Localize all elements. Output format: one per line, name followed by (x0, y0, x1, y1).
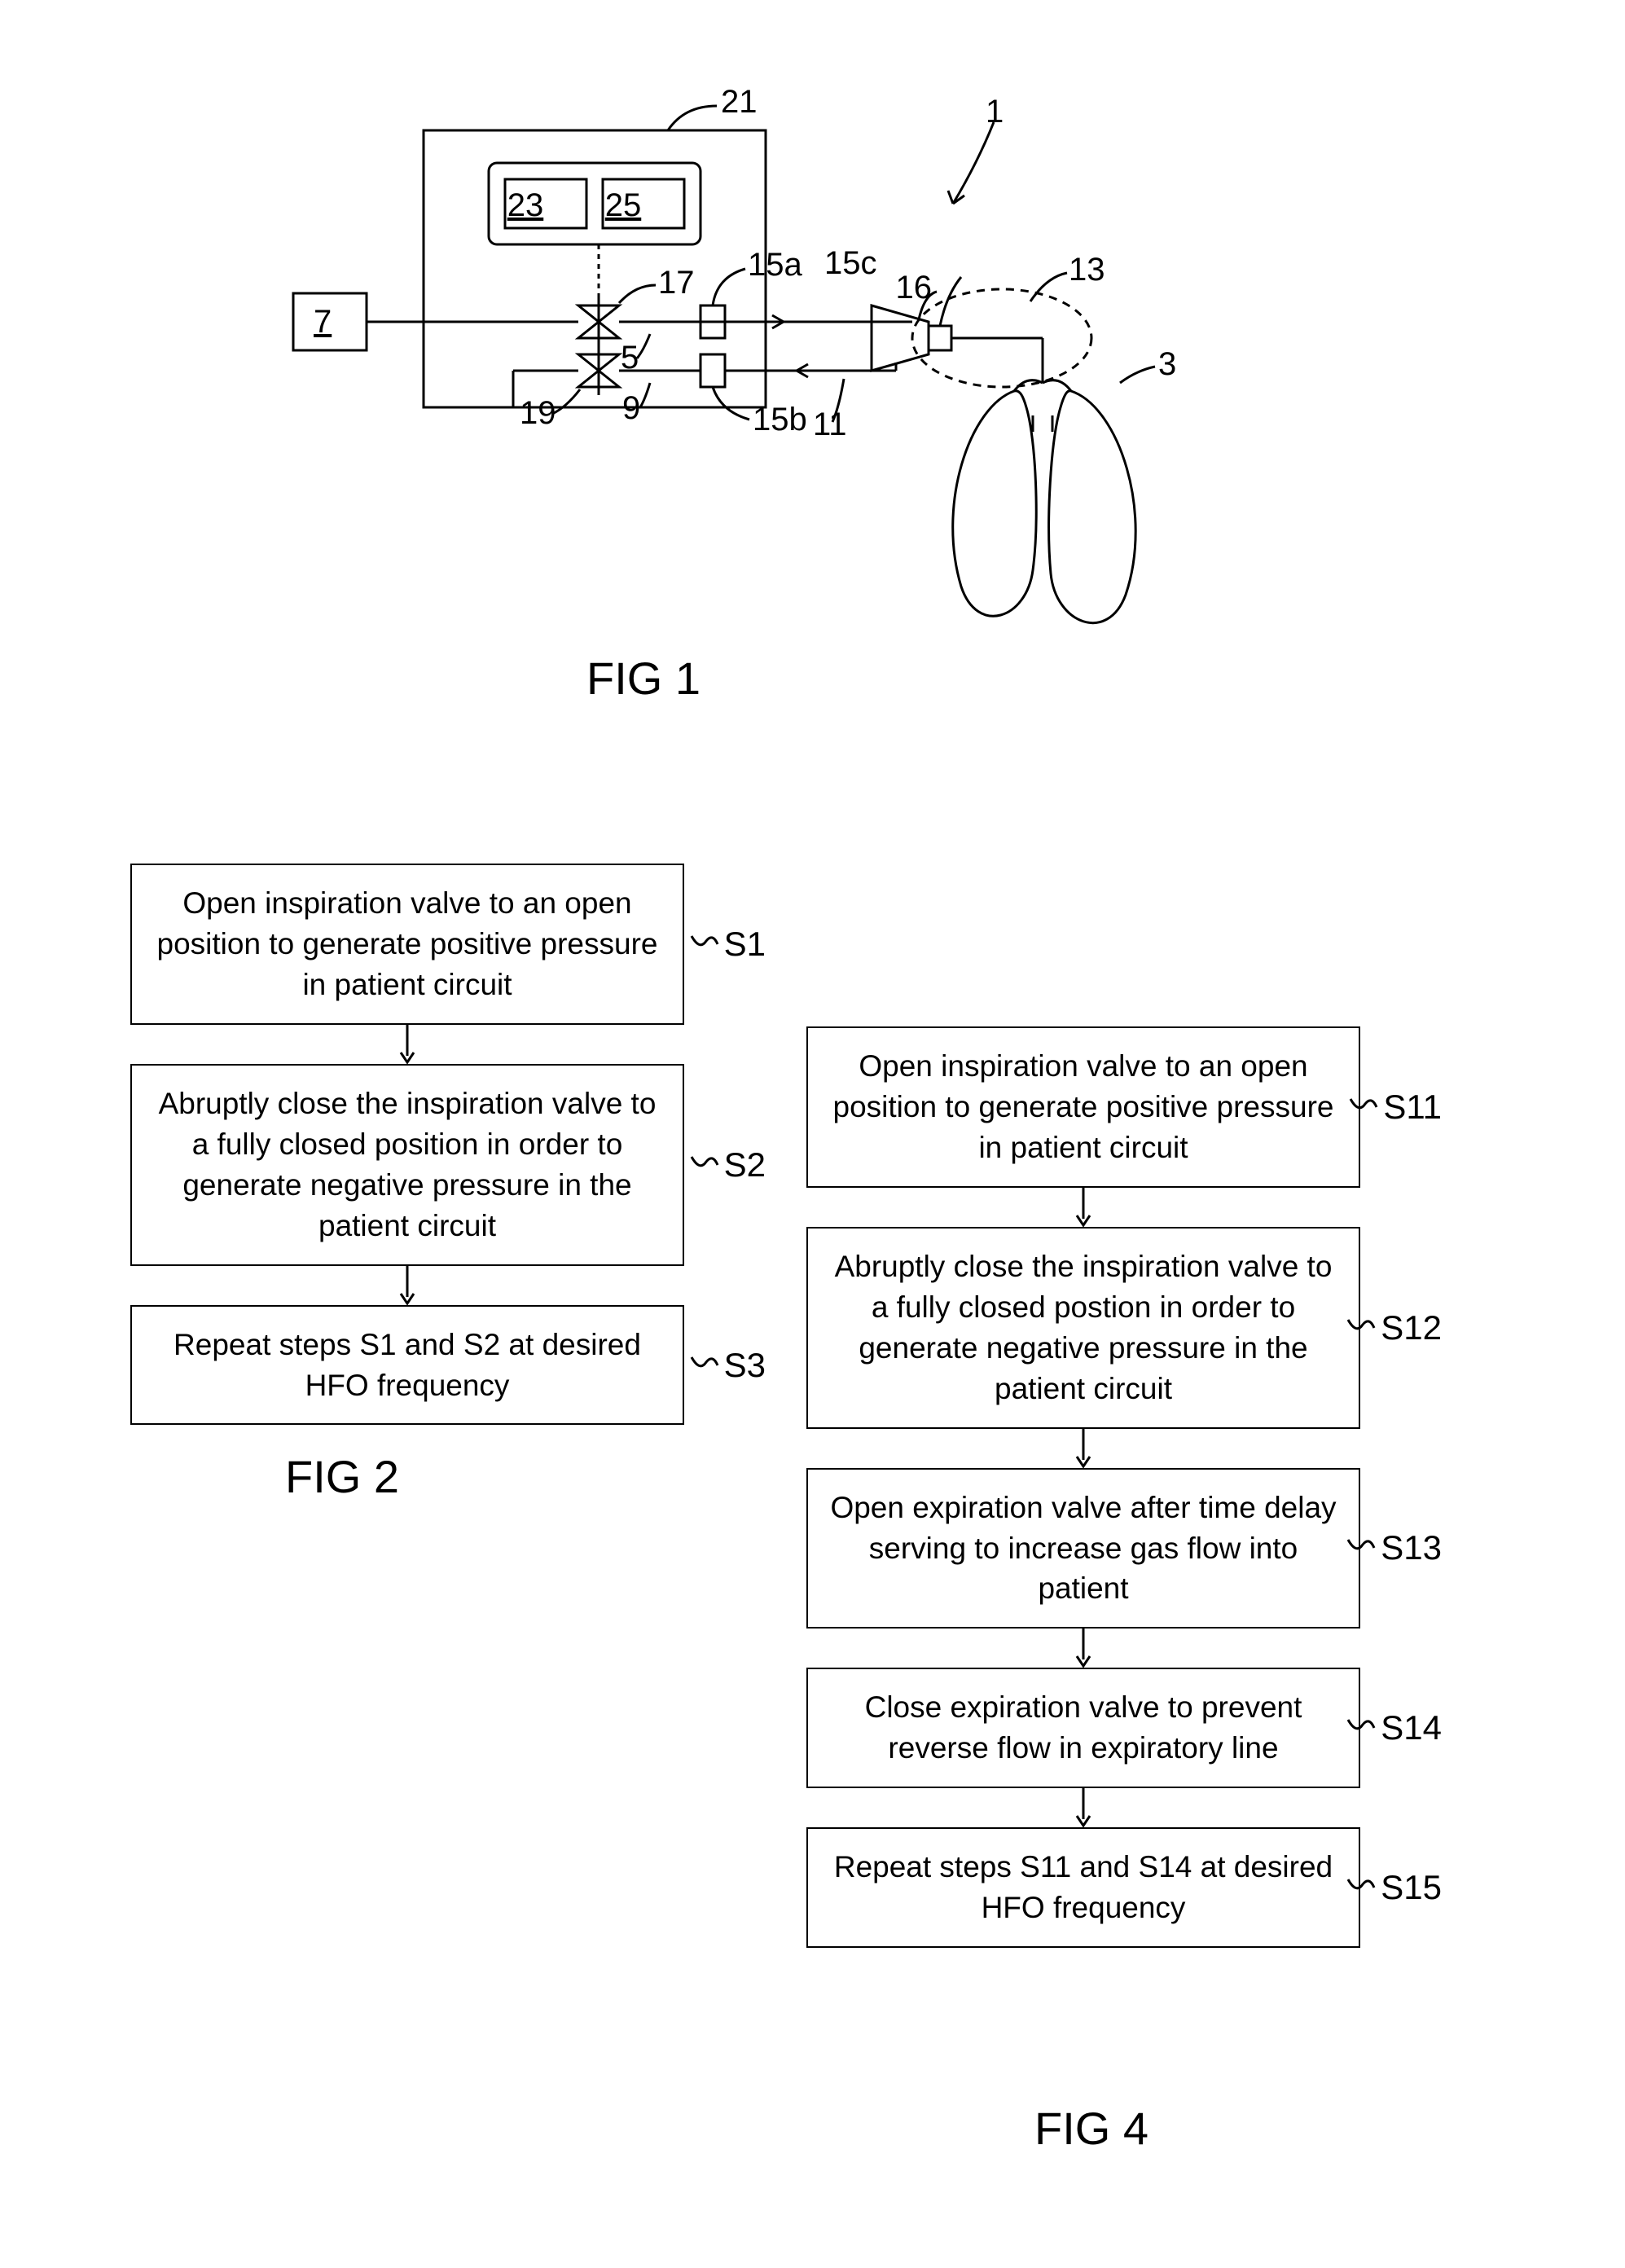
fig4-step-s11: Open inspiration valve to an open positi… (806, 1026, 1360, 1188)
fig4-s13-id: S13 (1381, 1528, 1442, 1567)
arrow-down-icon (1074, 1628, 1093, 1668)
label-15a: 15a (748, 247, 802, 283)
label-5: 5 (621, 340, 639, 376)
label-15b: 15b (753, 402, 807, 437)
squiggle-icon (1346, 1312, 1376, 1344)
fig4-title: FIG 4 (1034, 2102, 1148, 2155)
label-7: 7 (314, 304, 332, 340)
fig2-label-s2: S2 (690, 1145, 766, 1185)
label-23: 23 (507, 187, 544, 223)
fig1-title: FIG 1 (586, 652, 701, 705)
figure-1-schematic: 1 21 23 25 7 17 15a 15c 16 13 3 5 15b 9 … (244, 81, 1303, 717)
fig4-s14-id: S14 (1381, 1708, 1442, 1747)
fig2-column: Open inspiration valve to an open positi… (130, 864, 684, 1425)
fig4-box-s12: Abruptly close the inspiration valve to … (806, 1227, 1360, 1429)
fig2-box-s2: Abruptly close the inspiration valve to … (130, 1064, 684, 1266)
fig4-box-s14: Close expiration valve to prevent revers… (806, 1668, 1360, 1788)
fig4-column: Open inspiration valve to an open positi… (806, 1026, 1360, 1948)
figure-2-flowchart: Open inspiration valve to an open positi… (130, 864, 684, 1425)
fig4-label-s12: S12 (1346, 1308, 1442, 1347)
fig1-svg: 1 21 23 25 7 17 15a 15c 16 13 3 5 15b 9 … (244, 81, 1303, 717)
fig2-label-s3: S3 (690, 1346, 766, 1385)
squiggle-icon (690, 928, 719, 960)
arrow-down-icon (1074, 1788, 1093, 1827)
label-25: 25 (605, 187, 642, 223)
fig4-label-s11: S11 (1349, 1088, 1442, 1127)
arrow-down-icon (397, 1266, 417, 1305)
fig4-step-s12: Abruptly close the inspiration valve to … (806, 1227, 1360, 1429)
figure-4-flowchart: Open inspiration valve to an open positi… (806, 1026, 1360, 1948)
fig4-s12-id: S12 (1381, 1308, 1442, 1347)
fig4-step-s14: Close expiration valve to prevent revers… (806, 1668, 1360, 1788)
squiggle-icon (1349, 1091, 1378, 1123)
label-15c: 15c (824, 245, 877, 281)
fig2-title: FIG 2 (285, 1450, 399, 1503)
label-11: 11 (813, 407, 847, 442)
arrow-down-icon (1074, 1429, 1093, 1468)
fig4-step-s13: Open expiration valve after time delay s… (806, 1468, 1360, 1629)
fig2-box-s3: Repeat steps S1 and S2 at desired HFO fr… (130, 1305, 684, 1426)
label-19: 19 (520, 395, 556, 431)
arrow-down-icon (397, 1025, 417, 1064)
fig2-step-s2: Abruptly close the inspiration valve to … (130, 1064, 684, 1266)
label-21: 21 (721, 84, 758, 120)
fig4-label-s13: S13 (1346, 1528, 1442, 1567)
label-17: 17 (658, 265, 695, 301)
label-9: 9 (622, 390, 640, 426)
arrow-down-icon (1074, 1188, 1093, 1227)
label-1: 1 (986, 94, 1004, 130)
squiggle-icon (1346, 1712, 1376, 1744)
fig4-s15-id: S15 (1381, 1868, 1442, 1907)
fig4-s11-id: S11 (1383, 1088, 1442, 1127)
squiggle-icon (690, 1349, 719, 1382)
label-13: 13 (1069, 252, 1105, 288)
squiggle-icon (1346, 1532, 1376, 1564)
page: 1 21 23 25 7 17 15a 15c 16 13 3 5 15b 9 … (0, 0, 1625, 2268)
fig4-label-s15: S15 (1346, 1868, 1442, 1907)
fig4-box-s13: Open expiration valve after time delay s… (806, 1468, 1360, 1629)
fig2-step-s1: Open inspiration valve to an open positi… (130, 864, 684, 1025)
fig4-step-s15: Repeat steps S11 and S14 at desired HFO … (806, 1827, 1360, 1948)
fig2-s1-id: S1 (724, 925, 766, 964)
fig4-box-s15: Repeat steps S11 and S14 at desired HFO … (806, 1827, 1360, 1948)
label-16: 16 (896, 270, 933, 305)
fig2-s3-id: S3 (724, 1346, 766, 1385)
fig2-box-s1: Open inspiration valve to an open positi… (130, 864, 684, 1025)
fig4-box-s11: Open inspiration valve to an open positi… (806, 1026, 1360, 1188)
label-3: 3 (1158, 346, 1176, 382)
squiggle-icon (690, 1149, 719, 1181)
fig2-s2-id: S2 (724, 1145, 766, 1185)
fig2-label-s1: S1 (690, 925, 766, 964)
squiggle-icon (1346, 1871, 1376, 1904)
fig4-label-s14: S14 (1346, 1708, 1442, 1747)
fig2-step-s3: Repeat steps S1 and S2 at desired HFO fr… (130, 1305, 684, 1426)
